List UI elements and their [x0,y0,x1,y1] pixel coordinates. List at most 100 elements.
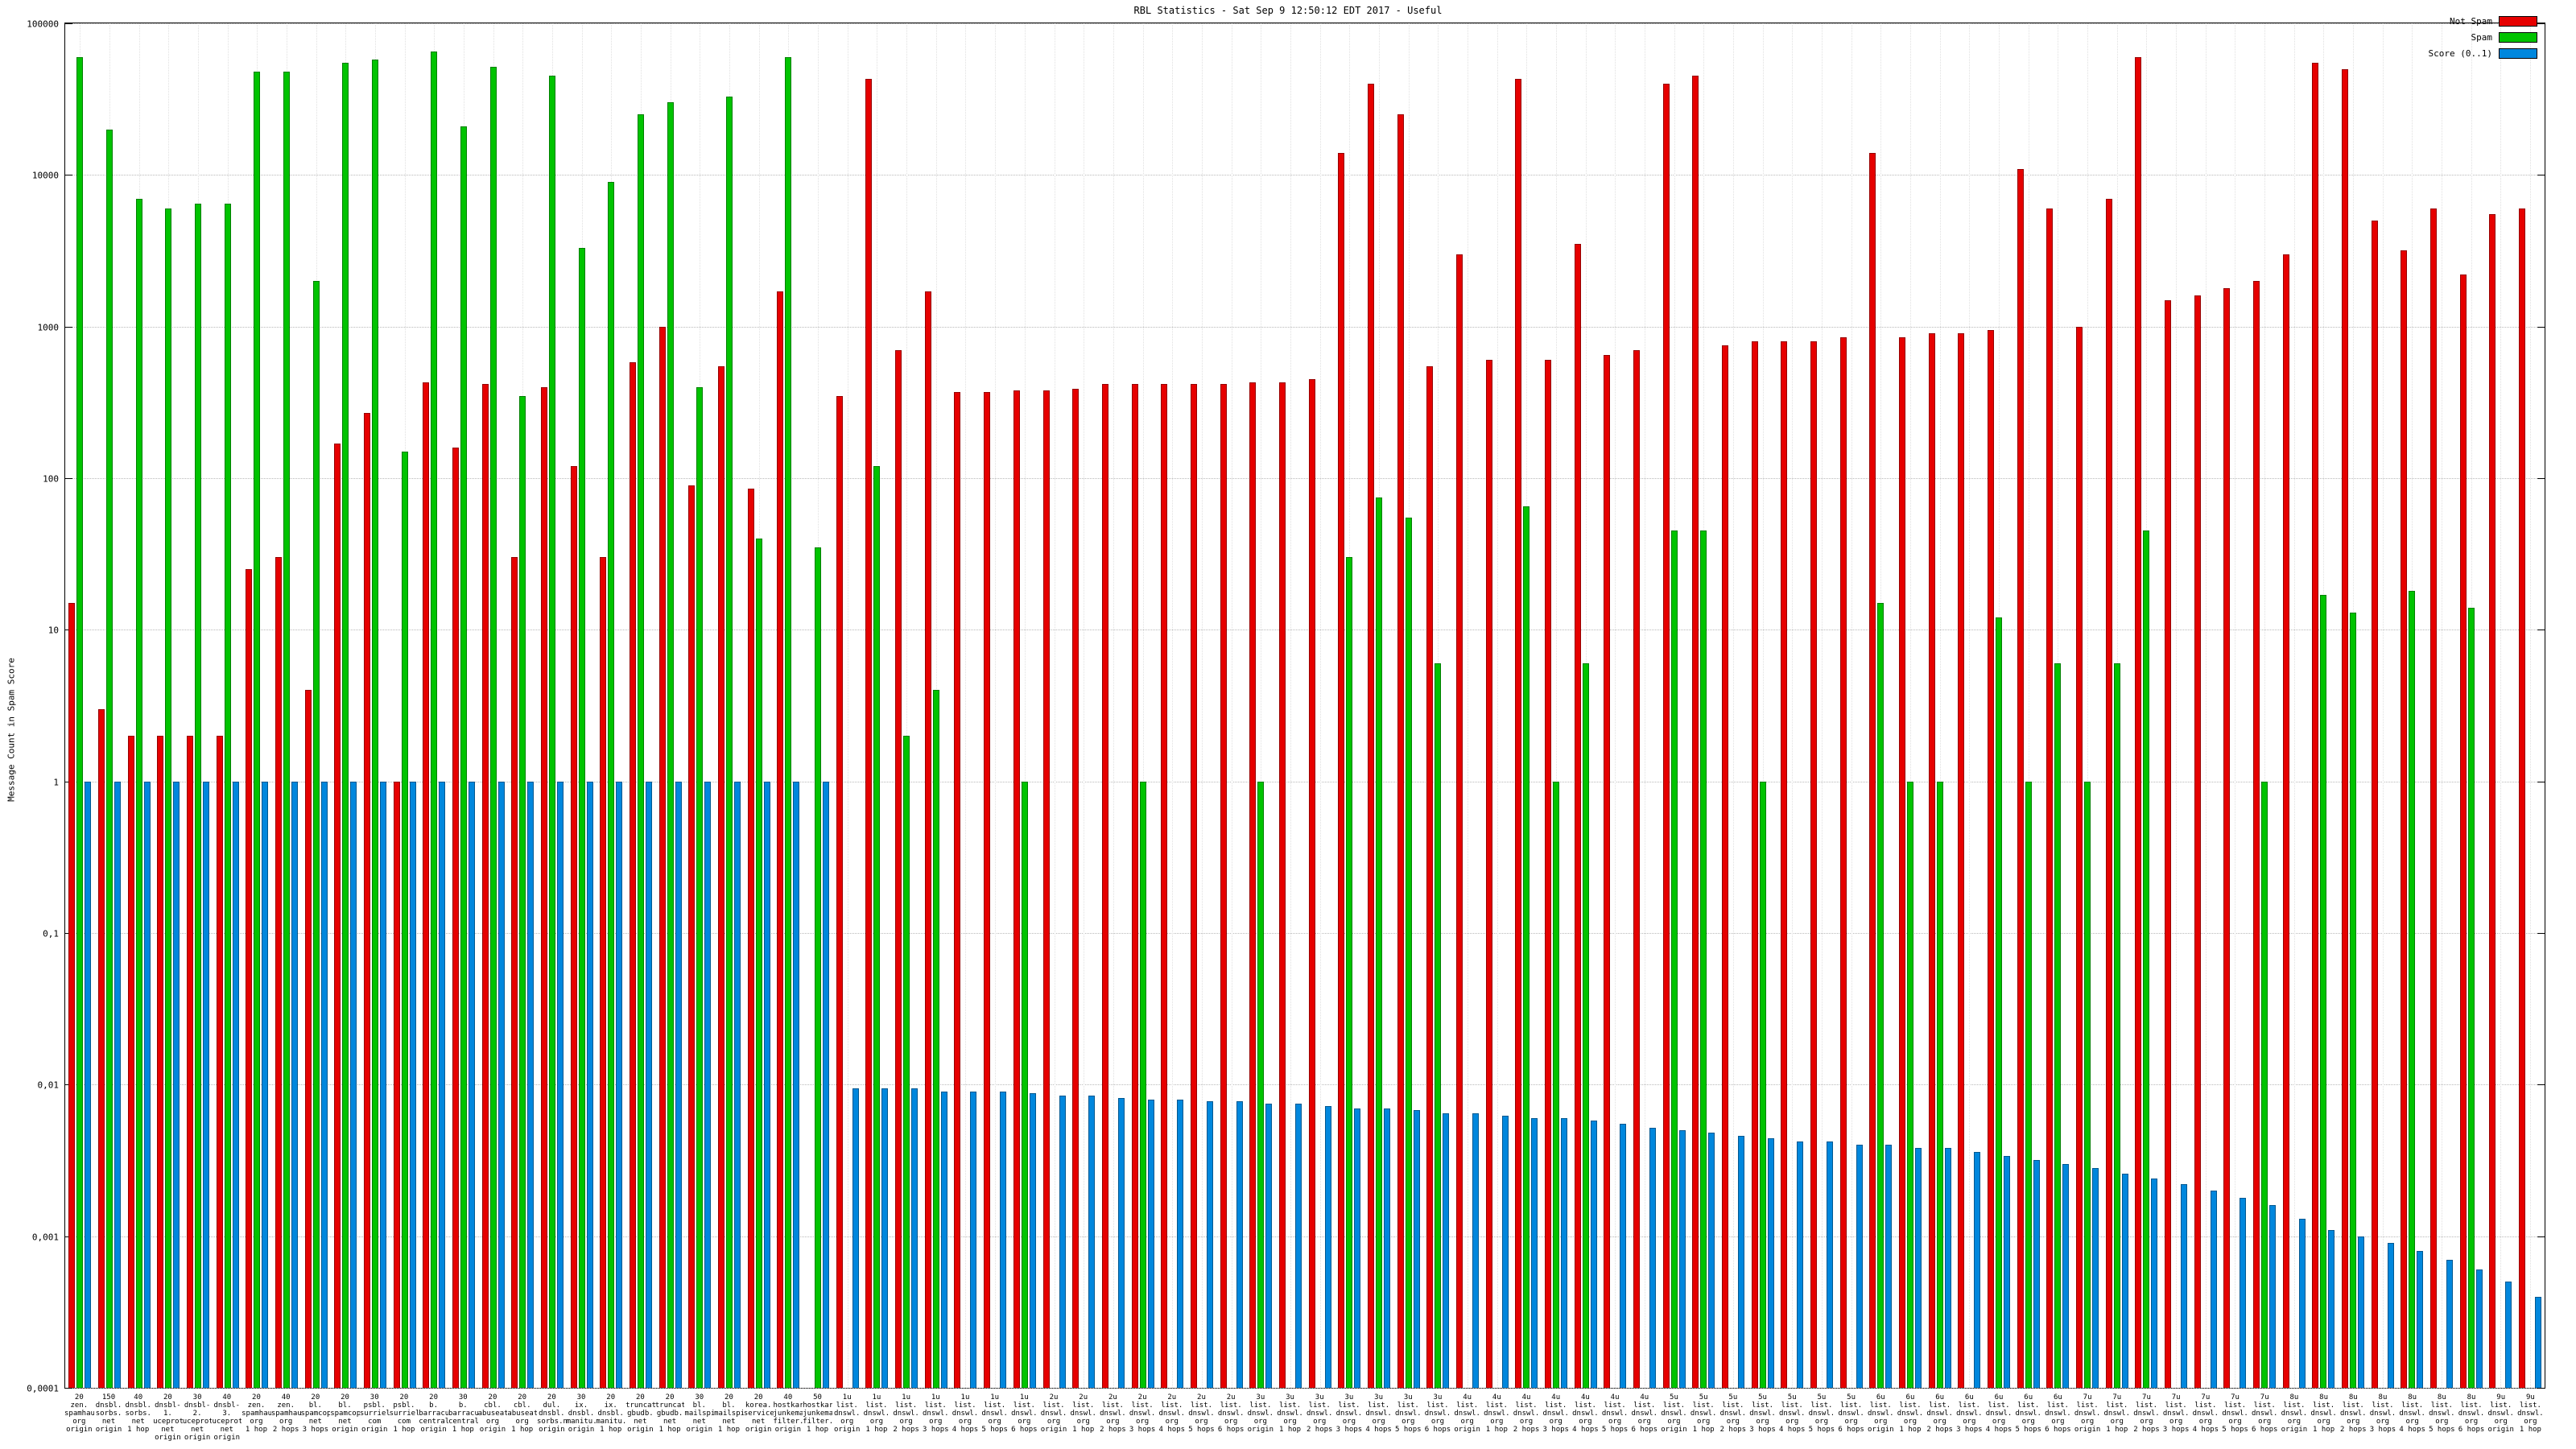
bar-score-0-1 [2181,1184,2188,1388]
bar-score-0-1 [616,781,623,1388]
y-tick-mark [65,477,72,479]
bar-not-spam [1721,345,1728,1388]
bar-group [567,23,597,1388]
x-tick-label: 20 b. barracuda central.org origin [419,1393,448,1434]
x-tick-label: 1u list. dnswl. org origin [833,1393,861,1434]
bar-score-0-1 [1029,1092,1036,1388]
bar-spam [1375,497,1382,1388]
bar-group [2190,23,2220,1388]
y-gridline: 100000 [27,19,2545,30]
x-tick-label: 20 bl. spamcop. net 3 hops [300,1393,331,1434]
x-tick-label: 20 korea. services. net origin [743,1393,774,1434]
bar-spam [815,547,822,1388]
x-gridline [1142,23,1144,1388]
x-tick-label: 2u list. dnswl. org origin [1040,1393,1067,1434]
bar-not-spam [304,690,312,1388]
bar-group [1305,23,1335,1388]
bar-not-spam [275,557,283,1388]
bar-not-spam [2282,254,2289,1388]
x-tick-label: 6u list. dnswl. org 2 hops [1926,1393,1953,1434]
bar-group [892,23,922,1388]
x-tick-label: 5u list. dnswl. org 4 hops [1778,1393,1806,1434]
bar-group [744,23,774,1388]
bar-not-spam [2342,68,2349,1388]
bar-not-spam [1692,76,1699,1388]
bar-spam [312,280,320,1388]
bar-group [921,23,951,1388]
x-tick-label: 8u list. dnswl. org 1 hop [2310,1393,2337,1434]
bar-group [301,23,331,1388]
bar-not-spam [423,382,430,1388]
bar-not-spam [1810,341,1817,1388]
bar-score-0-1 [203,781,210,1388]
x-tick-label: 20 cbl. abuseat. org origin [477,1393,508,1434]
bar-group [478,23,508,1388]
bar-group [184,23,213,1388]
bar-spam [1759,781,1766,1388]
bar-spam [549,76,556,1388]
x-tick-label: 8u list. dnswl. org 3 hops [2369,1393,2396,1434]
bar-group [2073,23,2103,1388]
plot-area: 100000 10000 1000 100 10 1 0,1 0,01 0,001 0,0001 [27,19,2545,1394]
bar-not-spam [1751,341,1758,1388]
bar-group [2102,23,2132,1388]
x-gridline [1939,23,1941,1388]
bar-group [1719,23,1748,1388]
bar-not-spam [127,735,134,1388]
x-tick-label: 4u list. dnswl. org 2 hops [1513,1393,1540,1434]
y-gridline: 0,0001 [27,1384,2545,1394]
legend-label-not-spam: Not Spam [2450,16,2492,27]
bar-spam [283,72,291,1388]
bar-not-spam [600,557,607,1388]
bar-group [685,23,715,1388]
legend-label-score: Score (0..1) [2428,48,2492,59]
bar-score-0-1 [1708,1133,1715,1388]
bar-group [655,23,685,1388]
x-tick-label: 3u list. dnswl. org 2 hops [1306,1393,1333,1434]
bar-not-spam [1869,152,1876,1388]
bar-group [1482,23,1512,1388]
bar-not-spam [2489,214,2496,1388]
bar-score-0-1 [734,781,741,1388]
y-tick-mark [2537,932,2545,934]
bar-not-spam [865,79,873,1388]
bar-score-0-1 [1974,1151,1981,1388]
bar-spam [726,96,733,1388]
bar-not-spam [1515,79,1522,1388]
bar-not-spam [1397,114,1404,1388]
y-tick-label: 100000 [27,19,59,30]
x-tick-label: 20 truncate. gbudb. net 1 hop [654,1393,685,1434]
x-tick-label: 2u list. dnswl. org 3 hops [1129,1393,1156,1434]
bar-score-0-1 [2092,1168,2099,1388]
x-gridline [2382,23,2384,1388]
y-tick-label: 10000 [31,170,59,181]
x-gridline [1172,23,1174,1388]
bar-not-spam [2046,208,2054,1388]
bar-spam [224,203,231,1388]
x-tick-label: 2u list. dnswl. org 5 hops [1188,1393,1215,1434]
x-tick-label: 4u list. dnswl. org 1 hop [1484,1393,1510,1434]
bar-group [1925,23,1955,1388]
x-tick-label: 9u list. dnswl. org 1 hop [2517,1393,2544,1434]
bar-group [1689,23,1719,1388]
bar-spam [489,66,497,1388]
bar-score-0-1 [1147,1099,1154,1388]
x-tick-label: 4u list. dnswl. org 5 hops [1601,1393,1629,1434]
bar-score-0-1 [291,781,299,1388]
bar-spam [696,386,704,1388]
bar-not-spam [246,569,253,1388]
bar-score-0-1 [852,1088,859,1388]
bar-score-0-1 [1000,1091,1007,1388]
x-tick-label: 7u list. dnswl. org 2 hops [2133,1393,2160,1434]
x-tick-label: 5u list. dnswl. org 2 hops [1719,1393,1747,1434]
bar-score-0-1 [940,1091,947,1388]
bar-not-spam [68,603,76,1388]
x-tick-label: 5u list. dnswl. org 3 hops [1749,1393,1776,1434]
bar-group [980,23,1010,1388]
bar-not-spam [777,291,784,1388]
x-tick-label: 1u list. dnswl. org 5 hops [981,1393,1008,1434]
bar-group [2397,23,2427,1388]
bar-score-0-1 [1443,1113,1450,1388]
x-gridline [2205,23,2207,1388]
bar-not-spam [688,485,696,1388]
